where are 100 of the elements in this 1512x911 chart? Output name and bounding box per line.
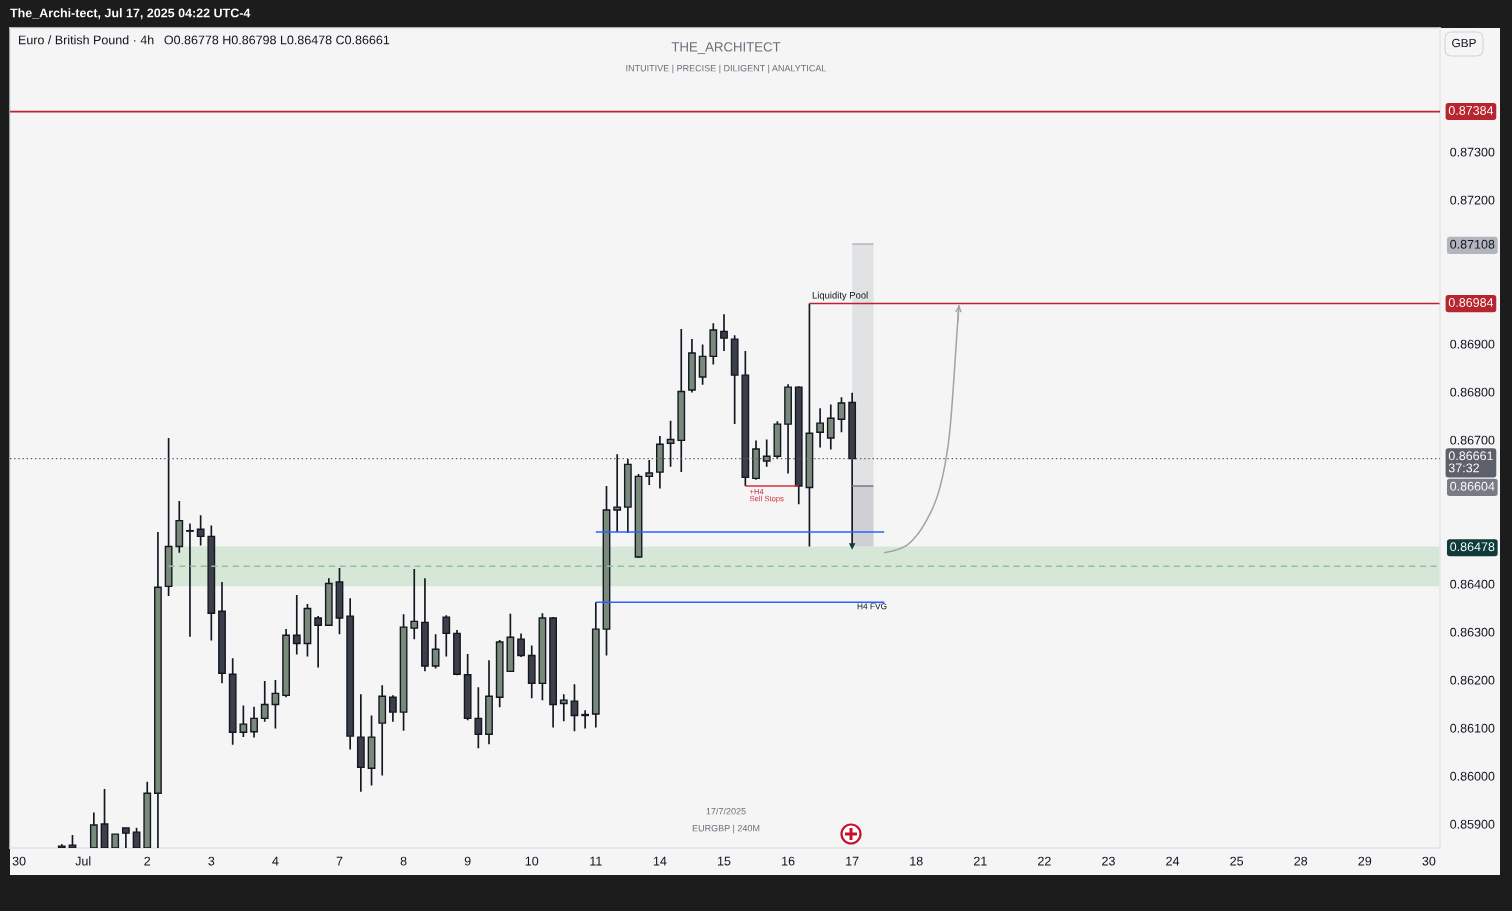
- candlestick: [559, 693, 568, 723]
- candlestick: [207, 524, 216, 642]
- candlestick: [367, 714, 376, 787]
- x-tick-label: 24: [1166, 856, 1180, 866]
- candlestick: [848, 392, 857, 548]
- candlestick: [527, 644, 536, 700]
- x-tick-label: 18: [910, 856, 923, 866]
- x-tick-label: 30: [1422, 856, 1436, 866]
- candlestick: [463, 653, 472, 722]
- candlestick: [421, 577, 429, 673]
- candlestick: [378, 684, 387, 777]
- x-tick-label: 22: [1038, 856, 1051, 866]
- candlestick: [752, 439, 760, 480]
- chart-title: Euro / British Pound · 4h: [19, 35, 154, 45]
- candlestick: [260, 680, 269, 723]
- candlestick: [89, 811, 98, 848]
- candlestick: [410, 568, 419, 640]
- y-tick-label: 0.86300: [1450, 627, 1495, 637]
- x-tick-label: 15: [717, 856, 731, 866]
- candlestick: [613, 453, 622, 533]
- annotation: EURGBP | 240M: [692, 824, 760, 834]
- x-tick-label: 3: [208, 856, 215, 866]
- candlestick: [474, 686, 483, 749]
- candlestick: [121, 827, 130, 848]
- candlestick: [816, 407, 825, 449]
- candlestick: [688, 338, 696, 394]
- candlestick: [250, 706, 258, 739]
- candlestick: [720, 313, 728, 352]
- x-tick-label: Jul: [75, 856, 91, 866]
- candlestick: [591, 601, 600, 729]
- y-tick-label: 0.86000: [1450, 771, 1495, 781]
- candlestick: [709, 322, 718, 366]
- ref-line-label: 0.86661 37:32: [1448, 451, 1493, 473]
- x-tick-label: 11: [590, 856, 602, 866]
- x-tick-label: 8: [400, 856, 407, 866]
- candlestick: [645, 459, 654, 486]
- candlestick: [218, 581, 226, 685]
- annotation: H4 FVG: [857, 603, 887, 610]
- candlestick: [335, 567, 344, 636]
- candlestick: [239, 704, 248, 738]
- annotation: INTUITIVE | PRECISE | DILIGENT | ANALYTICAL: [626, 64, 827, 74]
- candlestick: [356, 693, 365, 793]
- candlestick: [549, 617, 557, 729]
- candlestick: [282, 628, 290, 699]
- y-tick-label: 0.87200: [1450, 195, 1495, 205]
- candlestick: [784, 383, 792, 475]
- candlestick: [228, 657, 237, 746]
- candlestick: [495, 639, 504, 709]
- candlestick: [186, 522, 194, 638]
- y-tick-label: 0.86800: [1450, 387, 1495, 397]
- x-tick-label: 28: [1294, 856, 1308, 866]
- y-tick-label: 0.86604: [1450, 481, 1495, 491]
- x-tick-label: 21: [973, 856, 987, 866]
- chart-subtitle: O0.86778 H0.86798 L0.86478 C0.86661: [164, 35, 390, 45]
- text: The_Archi-tect, Jul 17, 2025 04:22 UTC-4: [10, 8, 251, 20]
- candlestick: [741, 350, 750, 487]
- candlestick: [453, 629, 461, 675]
- x-tick-label: 4: [272, 856, 279, 866]
- candlestick: [506, 612, 515, 673]
- candlestick: [388, 694, 397, 723]
- x-tick-label: 14: [653, 856, 667, 866]
- candlestick: [826, 403, 835, 451]
- y-tick-label: 0.87108: [1450, 239, 1495, 249]
- x-tick-label: 17: [846, 856, 859, 866]
- candlestick: [677, 328, 686, 473]
- x-tick-label: 2: [144, 856, 151, 866]
- data-label: 0.86984: [1448, 298, 1494, 307]
- candlestick: [538, 612, 547, 701]
- candlestick: [175, 500, 184, 554]
- annotation: 17/7/2025: [706, 807, 746, 815]
- x-tick-label: 30: [12, 856, 26, 866]
- x-tick-label: 16: [782, 856, 795, 866]
- candlestick: [164, 437, 173, 597]
- y-tick-label: 0.86900: [1450, 339, 1495, 349]
- candlestick: [111, 833, 120, 848]
- candlestick: [570, 683, 579, 733]
- candlestick: [794, 386, 803, 506]
- candlestick: [485, 659, 493, 746]
- annotation: THE_ARCHITECT: [671, 42, 781, 55]
- ref-line-label: 0.87384: [1448, 106, 1494, 115]
- x-tick-label: 23: [1102, 856, 1115, 866]
- candlestick: [837, 396, 846, 434]
- candlestick: [730, 334, 739, 425]
- candlestick: [762, 438, 771, 468]
- y-tick-label: 0.85900: [1450, 819, 1495, 829]
- candlestick: [143, 780, 152, 848]
- candlestick: [292, 594, 301, 656]
- annotation: Liquidity Pool: [812, 291, 868, 301]
- y-tick-label: 0.86200: [1450, 675, 1495, 685]
- candlestick: [442, 614, 451, 658]
- candlestick: [698, 343, 707, 386]
- x-tick-label: 29: [1358, 856, 1372, 866]
- candlestick: [324, 577, 333, 626]
- y-tick-label: 0.86700: [1450, 435, 1495, 445]
- candlestick: [196, 514, 205, 547]
- y-tick-label: 0.86100: [1450, 723, 1495, 733]
- y-tick-label: 0.86478: [1450, 542, 1495, 552]
- candlestick: [346, 597, 355, 751]
- y-tick-label: 0.86400: [1450, 579, 1495, 589]
- candlestick: [314, 615, 323, 669]
